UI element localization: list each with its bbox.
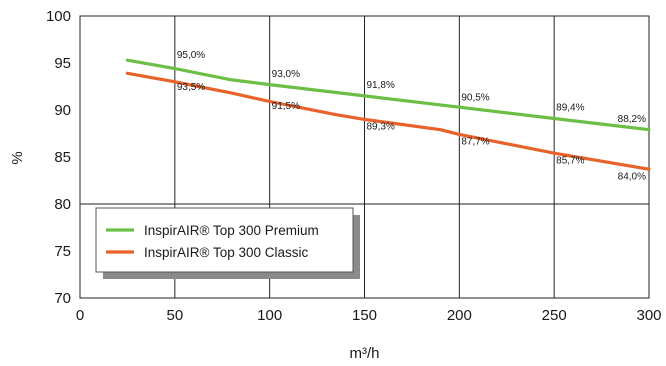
data-labels: 95,0% 93,0% 91,8% 90,5% 89,4% 88,2% 93,5% 91,5%… [177, 50, 646, 182]
x-tick-label: 0 [76, 307, 84, 324]
y-tick-label: 100 [46, 8, 71, 25]
y-tick-label: 75 [54, 243, 71, 260]
x-axis-title: m³/h [350, 345, 380, 362]
data-label: 93,5% [177, 82, 205, 93]
x-axis-ticks: 0 50 100 150 200 250 300 [76, 307, 662, 324]
data-label: 85,7% [556, 155, 584, 166]
series-line-classic [125, 71, 651, 171]
legend-box [95, 207, 354, 273]
data-label: 91,5% [272, 101, 300, 112]
y-tick-label: 95 [54, 55, 71, 72]
plot-frame [79, 15, 650, 299]
y-tick-label: 90 [54, 102, 71, 119]
y-axis-ticks: 70 75 80 85 90 95 100 [46, 8, 71, 307]
x-tick-label: 100 [257, 307, 282, 324]
y-tick-label: 85 [54, 149, 71, 166]
x-tick-label: 200 [447, 307, 472, 324]
series-line-premium [125, 58, 651, 132]
x-tick-label: 300 [636, 307, 661, 324]
legend-label: InspirAIR® Top 300 Classic [144, 245, 309, 260]
series-group [125, 58, 651, 171]
data-label: 87,7% [461, 137, 489, 148]
plot-border [79, 15, 650, 299]
data-label: 91,8% [367, 80, 395, 91]
data-label: 90,5% [461, 92, 489, 103]
grid [80, 16, 649, 298]
y-tick-label: 80 [54, 196, 71, 213]
y-tick-label: 70 [54, 290, 71, 307]
x-tick-label: 250 [542, 307, 567, 324]
data-label: 84,0% [618, 171, 646, 182]
data-label: 95,0% [177, 50, 205, 61]
data-label: 89,4% [556, 103, 584, 114]
data-label: 89,3% [367, 122, 395, 133]
legend: InspirAIR® Top 300 Premium InspirAIR® Top… [95, 207, 360, 279]
x-tick-label: 150 [352, 307, 377, 324]
x-tick-label: 50 [166, 307, 183, 324]
y-axis-title: % [9, 151, 26, 164]
legend-label: InspirAIR® Top 300 Premium [144, 223, 319, 238]
data-label: 93,0% [272, 69, 300, 80]
data-label: 88,2% [618, 114, 646, 125]
